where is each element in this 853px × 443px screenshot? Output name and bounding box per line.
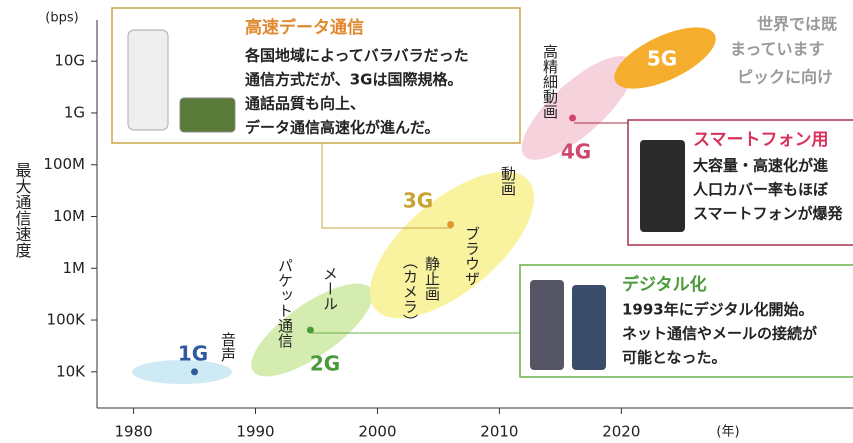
y-axis-label: 最大通信速度 (13, 162, 32, 258)
y-tick-label: 10G (54, 52, 85, 70)
callout-text: スマートフォンが爆発 (693, 205, 844, 223)
callout-title: デジタル化 (622, 274, 707, 295)
chart: 最大通信速度 (bps) (年) 10K 100K 1M 10M 100M 1G 10G 19… (0, 0, 853, 443)
annotation: 音声 (219, 332, 237, 362)
y-tick-label: 10K (56, 362, 86, 380)
phone-image (530, 280, 564, 370)
generation-label: 4G (561, 140, 591, 164)
phone-image (128, 30, 168, 130)
callout-text: 各国地域によってバラバラだった (244, 47, 469, 65)
annotation: ブラウザ (463, 226, 481, 286)
phone-image (640, 140, 685, 232)
x-tick-label: 1980 (114, 423, 152, 441)
phone-image (180, 98, 235, 132)
y-unit: (bps) (45, 11, 78, 26)
y-tick-label: 100K (47, 311, 87, 329)
side-text: まっています (730, 40, 825, 59)
side-text: ピックに向け (737, 68, 833, 87)
x-tick-label: 2020 (602, 423, 640, 441)
y-tick-label: 1M (63, 259, 86, 277)
y-tick-label: 10M (53, 207, 85, 225)
annotation: メール (321, 266, 339, 311)
annotation: （カメラ） (401, 254, 419, 329)
callout-text: 人口カバー率もほぼ (693, 181, 829, 199)
callout-text: 通話品質も向上、 (245, 95, 365, 113)
generation-label: 2G (310, 352, 340, 376)
generation-label: 5G (647, 47, 677, 71)
point (191, 368, 198, 375)
callout-text: 通信方式だが、3Gは国際規格。 (245, 71, 462, 89)
callout-text: ネット通信やメールの接続が (622, 325, 818, 343)
annotation: 動画 (499, 166, 517, 196)
point (307, 327, 314, 334)
x-unit: (年) (716, 425, 739, 440)
generation-label: 3G (403, 189, 433, 213)
x-tick-label: 2010 (480, 423, 518, 441)
annotation: パケット通信 (276, 258, 294, 348)
callout-text: 大容量・高速化が進 (693, 157, 829, 175)
y-tick-label: 100M (43, 155, 85, 173)
point (569, 114, 576, 121)
annotation: 静止画 (423, 256, 441, 301)
callout-text: 可能となった。 (622, 349, 727, 367)
phone-image (572, 285, 606, 370)
y-tick-label: 1G (64, 103, 85, 121)
side-text: 世界では既 (757, 15, 837, 34)
point (447, 221, 454, 228)
callout-title: スマートフォン用 (693, 130, 829, 150)
generation-label: 1G (178, 342, 208, 366)
x-tick-label: 2000 (358, 423, 396, 441)
callout-title: 高速データ通信 (245, 17, 364, 38)
x-tick-label: 1990 (236, 423, 274, 441)
callout-text: データ通信高速化が進んだ。 (245, 119, 440, 137)
callout-text: 1993年にデジタル化開始。 (622, 301, 813, 319)
annotation: 高精細動画 (541, 44, 559, 119)
